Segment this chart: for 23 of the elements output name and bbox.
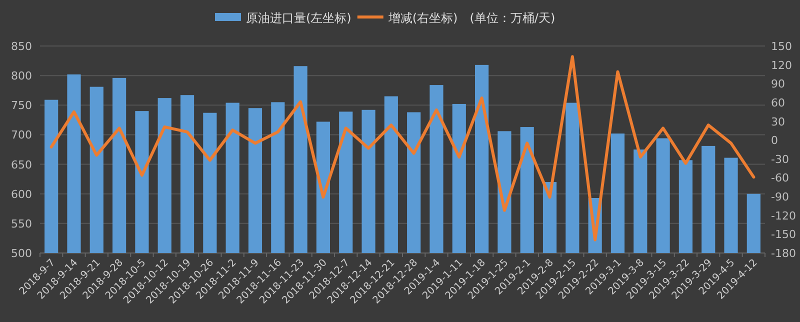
y-tick-label: 650 xyxy=(11,158,32,172)
y2-tick-label: 90 xyxy=(771,78,785,91)
y-tick-label: 550 xyxy=(11,217,32,230)
y2-tick-label: 150 xyxy=(771,40,792,53)
y2-tick-label: 0 xyxy=(771,134,778,148)
y-tick-label: 850 xyxy=(11,40,32,53)
y-tick-label: 500 xyxy=(11,247,32,260)
y2-tick-label: -180 xyxy=(771,247,796,260)
y-tick-label: 700 xyxy=(11,128,32,142)
y2-tick-label: 30 xyxy=(771,115,785,128)
y2-tick-label: 120 xyxy=(771,58,792,72)
legend-label: 增减(右坐标) xyxy=(387,11,458,25)
legend-label: 原油进口量(左坐标) xyxy=(246,11,352,25)
text: (单位：万桶/天) xyxy=(470,11,556,25)
y-tick-label: 800 xyxy=(11,70,32,83)
y2-tick-label: 60 xyxy=(771,96,785,110)
y2-tick-label: -30 xyxy=(771,152,789,166)
y2-tick-label: -90 xyxy=(771,190,789,204)
y-tick-label: 750 xyxy=(11,99,32,112)
y-tick-label: 600 xyxy=(11,188,32,201)
y2-tick-label: -120 xyxy=(771,209,796,222)
y2-tick-label: -150 xyxy=(771,228,796,242)
y2-tick-label: -60 xyxy=(771,172,789,185)
